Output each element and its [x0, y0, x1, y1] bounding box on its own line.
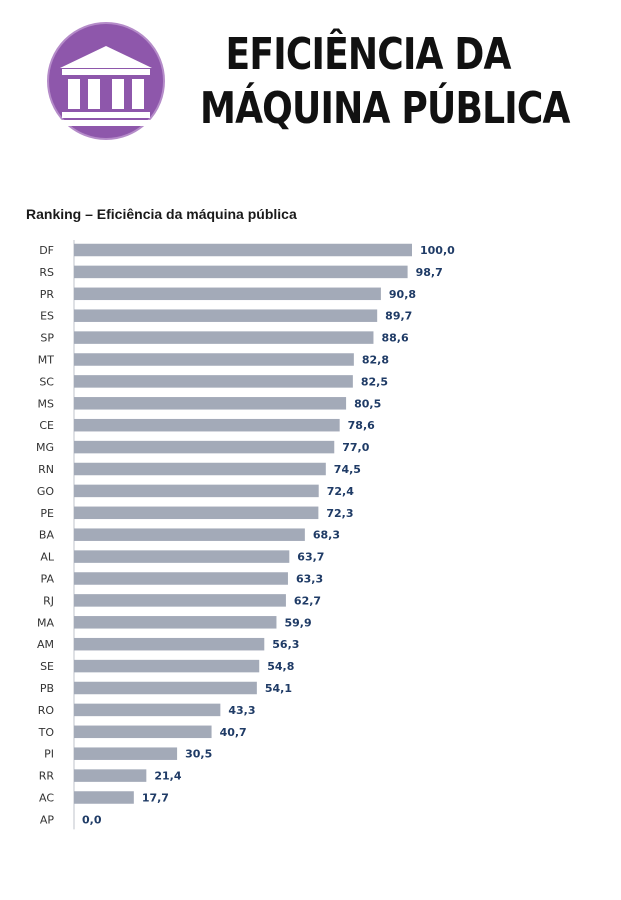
bar-ms: [74, 397, 347, 410]
category-label-pa: PA: [41, 573, 55, 586]
value-label-sc: 82,5: [361, 375, 388, 388]
value-label-rj: 62,7: [294, 594, 321, 607]
bar-ac: [74, 791, 134, 804]
value-label-al: 63,7: [297, 551, 324, 564]
bar-ma: [74, 616, 277, 629]
category-label-ac: AC: [39, 792, 54, 805]
value-label-am: 56,3: [272, 638, 299, 651]
chart-title: Ranking – Eficiência da máquina pública: [26, 206, 297, 222]
bar-se: [74, 659, 260, 673]
bar-sp: [74, 331, 374, 344]
category-label-pi: PI: [44, 748, 54, 761]
bar-pi: [74, 747, 178, 760]
ranking-bar-chart: DF 100,0 RS 98,7 PR 90,8 ES 89,7 SP 88,6 MT 82,8 SC 8…: [36, 240, 455, 830]
category-label-ma: MA: [37, 616, 54, 629]
value-label-pb: 54,1: [265, 682, 292, 695]
category-label-rr: RR: [39, 770, 55, 783]
bar-am: [74, 637, 265, 651]
bar-mg: [74, 440, 335, 454]
value-label-ba: 68,3: [313, 529, 340, 542]
category-label-rs: RS: [39, 266, 54, 279]
bar-rj: [74, 594, 286, 607]
category-label-se: SE: [40, 660, 54, 673]
category-label-ap: AP: [40, 813, 55, 826]
value-label-ac: 17,7: [142, 792, 169, 805]
bar-mt: [74, 353, 354, 366]
category-label-ce: CE: [39, 419, 54, 432]
bar-al: [74, 550, 290, 563]
bar-sc: [74, 375, 353, 388]
bar-pa: [74, 572, 288, 585]
value-label-mg: 77,0: [342, 441, 369, 454]
category-label-al: AL: [40, 551, 55, 564]
value-label-ms: 80,5: [354, 397, 381, 410]
value-label-rs: 98,7: [416, 266, 443, 279]
bar-ce: [74, 418, 340, 432]
value-label-es: 89,7: [385, 310, 412, 323]
bar-pr: [74, 287, 381, 301]
bar-pe: [74, 506, 319, 520]
category-label-rj: RJ: [43, 594, 54, 607]
category-label-pb: PB: [40, 682, 54, 695]
value-label-to: 40,7: [220, 726, 247, 739]
category-label-to: TO: [38, 726, 55, 739]
page-title-line2: MÁQUINA PÚBLICA: [200, 83, 570, 134]
bar-rs: [74, 265, 408, 279]
category-label-sp: SP: [40, 332, 54, 345]
category-label-rn: RN: [38, 463, 54, 476]
government-building-icon: [47, 22, 165, 140]
value-label-ma: 59,9: [284, 616, 311, 629]
value-label-mt: 82,8: [362, 354, 389, 367]
category-label-ro: RO: [38, 704, 55, 717]
value-label-pe: 72,3: [326, 507, 353, 520]
category-label-pe: PE: [40, 507, 54, 520]
bar-go: [74, 484, 319, 498]
value-label-pa: 63,3: [296, 573, 323, 586]
category-label-go: GO: [37, 485, 55, 498]
category-label-ms: MS: [38, 397, 54, 410]
category-label-mt: MT: [38, 354, 54, 367]
bar-df: [74, 243, 412, 257]
page-title: EFICIÊNCIA DA MÁQUINA PÚBLICA: [200, 28, 570, 136]
bar-pb: [74, 681, 257, 695]
value-label-rn: 74,5: [334, 463, 361, 476]
bar-rn: [74, 462, 326, 476]
value-label-pr: 90,8: [389, 288, 416, 301]
page-title-line1: EFICIÊNCIA DA: [225, 29, 512, 80]
value-label-rr: 21,4: [154, 770, 181, 783]
category-label-sc: SC: [39, 375, 54, 388]
value-label-pi: 30,5: [185, 748, 212, 761]
category-label-mg: MG: [36, 441, 54, 454]
value-label-ce: 78,6: [348, 419, 375, 432]
value-label-df: 100,0: [420, 244, 455, 257]
category-label-ba: BA: [39, 529, 55, 542]
value-label-se: 54,8: [267, 660, 294, 673]
category-label-am: AM: [37, 638, 54, 651]
bar-es: [74, 309, 378, 322]
bar-rr: [74, 769, 147, 782]
category-label-es: ES: [40, 310, 54, 323]
category-label-df: DF: [39, 244, 54, 257]
value-label-sp: 88,6: [381, 332, 408, 345]
bar-ba: [74, 528, 305, 541]
bar-to: [74, 725, 212, 739]
value-label-ap: 0,0: [82, 813, 102, 826]
header: EFICIÊNCIA DA MÁQUINA PÚBLICA: [0, 0, 621, 180]
value-label-go: 72,4: [327, 485, 354, 498]
value-label-ro: 43,3: [228, 704, 255, 717]
bar-ro: [74, 703, 221, 717]
category-label-pr: PR: [40, 288, 55, 301]
